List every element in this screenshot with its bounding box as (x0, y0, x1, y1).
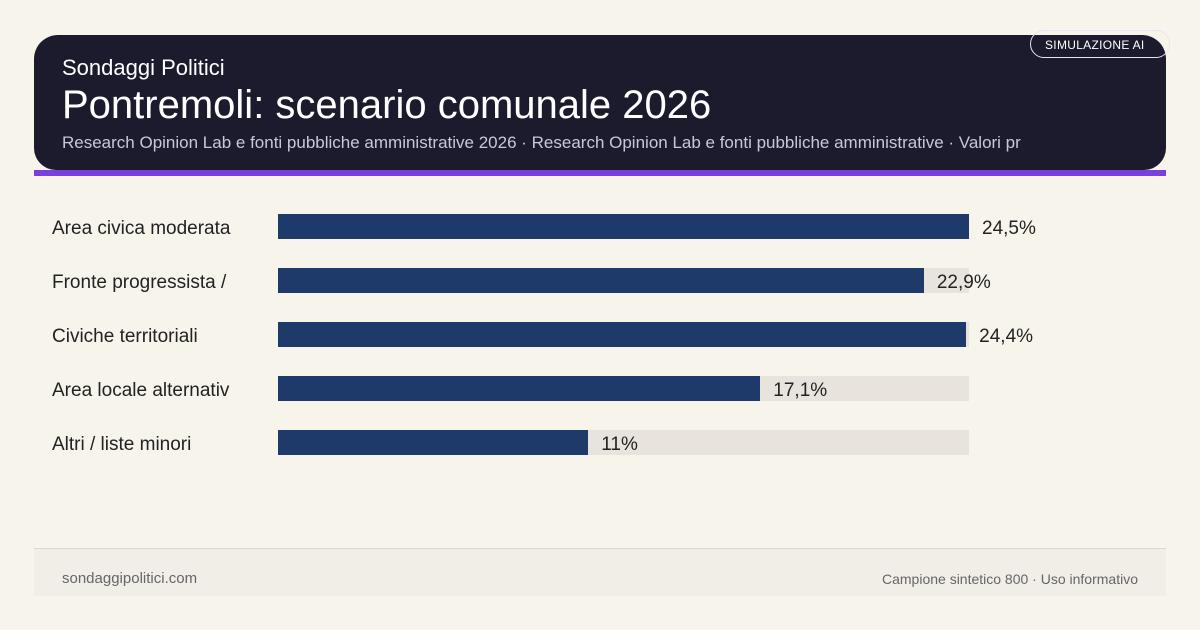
category-label: Civiche territoriali (52, 326, 198, 347)
bar-track (278, 322, 969, 347)
bar-row: Area locale alternativ 17,1% (0, 376, 1200, 402)
source-subtitle: Research Opinion Lab e fonti pubbliche a… (62, 133, 1021, 152)
bar-fill (278, 214, 969, 239)
footer-site: sondaggipolitici.com (62, 570, 198, 587)
bar-fill (278, 268, 924, 293)
bar-fill (278, 376, 761, 401)
category-label: Fronte progressista / (52, 272, 227, 293)
footer: sondaggipolitici.com Campione sintetico … (34, 548, 1166, 596)
value-label: 17,1% (773, 380, 828, 401)
bar-row: Fronte progressista / 22,9% (0, 268, 1200, 294)
value-label: 24,4% (979, 326, 1034, 347)
value-label: 11% (601, 434, 638, 455)
header-banner: Sondaggi Politici Pontremoli: scenario c… (34, 35, 1166, 170)
accent-divider (34, 170, 1166, 176)
bar-track (278, 430, 969, 455)
bar-row: Area civica moderata 24,5% (0, 214, 1200, 240)
bar-track (278, 214, 969, 239)
bar-track (278, 268, 969, 293)
brand-kicker: Sondaggi Politici (62, 55, 225, 80)
page-title: Pontremoli: scenario comunale 2026 (62, 83, 712, 127)
footer-note: Campione sintetico 800 · Uso informativo (881, 571, 1138, 587)
bar-row: Altri / liste minori 11% (0, 430, 1200, 456)
value-label: 24,5% (982, 218, 1036, 239)
bar-row: Civiche territoriali 24,4% (0, 322, 1200, 348)
bar-fill (278, 430, 589, 455)
simulation-badge: SIMULAZIONE AI (1030, 30, 1170, 58)
bar-fill (278, 322, 967, 347)
value-label: 22,9% (936, 272, 991, 293)
category-label: Altri / liste minori (52, 434, 192, 455)
bar-track (278, 376, 969, 401)
category-label: Area locale alternativ (52, 380, 230, 401)
category-label: Area civica moderata (52, 218, 231, 239)
